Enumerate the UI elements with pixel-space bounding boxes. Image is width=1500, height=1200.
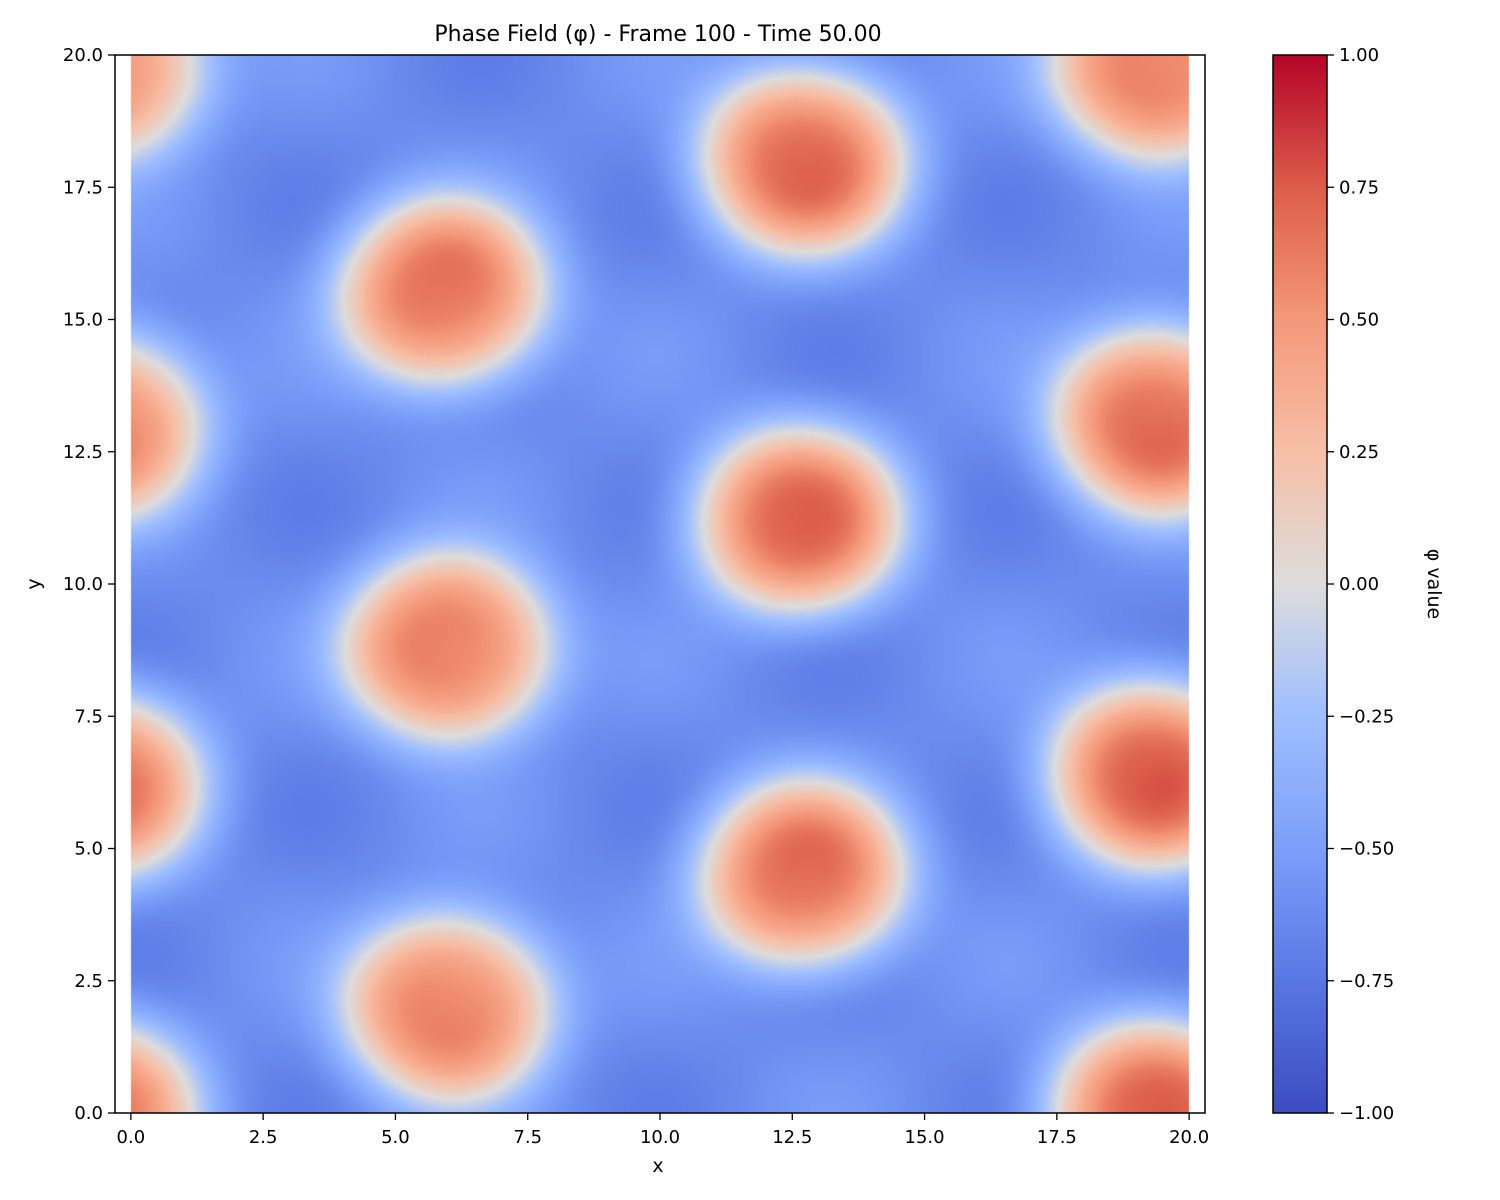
x-tick-label: 12.5 [772,1127,812,1148]
colorbar-tick-label: −0.25 [1339,706,1394,727]
colorbar-tick-label: 1.00 [1339,45,1379,66]
x-tick-label: 15.0 [905,1127,945,1148]
x-axis: 0.0 2.5 5.0 7.5 10.0 12.5 15.0 17.5 20.0 [117,1113,1209,1148]
colorbar-axis: 1.00 0.75 0.50 0.25 0.00 −0.25 −0.50 −0.75 −1.00 [1327,45,1394,1124]
phase-field-heatmap [115,55,1205,1113]
x-tick-label: 17.5 [1037,1127,1077,1148]
y-tick-label: 20.0 [63,45,103,66]
y-tick-label: 10.0 [63,574,103,595]
y-tick-label: 12.5 [63,442,103,463]
y-axis-label: y [23,578,45,589]
x-tick-label: 7.5 [513,1127,542,1148]
colorbar-tick-label: −0.50 [1339,839,1394,860]
y-tick-label: 0.0 [74,1103,103,1124]
colorbar-tick-label: 0.25 [1339,442,1379,463]
y-tick-label: 5.0 [74,839,103,860]
colorbar [1272,54,1328,1114]
colorbar-label: φ value [1423,549,1445,619]
colorbar-tick-label: 0.75 [1339,177,1379,198]
y-tick-label: 2.5 [74,971,103,992]
x-axis-label: x [652,1155,663,1177]
x-tick-label: 0.0 [117,1127,146,1148]
colorbar-tick-label: 0.00 [1339,574,1379,595]
y-tick-label: 7.5 [74,706,103,727]
x-tick-label: 2.5 [249,1127,278,1148]
y-tick-label: 15.0 [63,310,103,331]
chart-title: Phase Field (φ) - Frame 100 - Time 50.00 [434,22,881,47]
y-tick-label: 17.5 [63,177,103,198]
x-tick-label: 5.0 [381,1127,410,1148]
colorbar-tick-label: −0.75 [1339,971,1394,992]
colorbar-tick-label: 0.50 [1339,310,1379,331]
x-tick-label: 20.0 [1169,1127,1209,1148]
plot-frame [114,54,1206,1114]
colorbar-tick-label: −1.00 [1339,1103,1394,1124]
x-tick-label: 10.0 [640,1127,680,1148]
y-axis: 0.0 2.5 5.0 7.5 10.0 12.5 15.0 17.5 20.0 [63,45,115,1124]
